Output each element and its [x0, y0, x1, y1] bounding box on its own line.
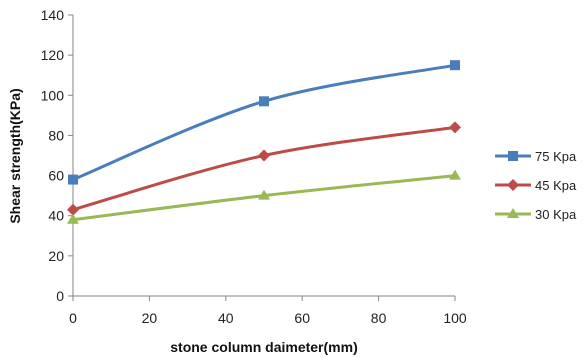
y-axis-title: Shear strength(KPa) [7, 88, 23, 223]
legend-item: 75 Kpa [495, 149, 577, 164]
y-ticks: 0 20 40 60 80 100 120 140 [41, 7, 73, 304]
data-point-marker [258, 149, 270, 162]
legend-item: 45 Kpa [495, 178, 577, 193]
data-point-marker [67, 203, 79, 216]
data-point-marker [258, 189, 270, 200]
y-tick-label: 0 [56, 288, 64, 304]
y-tick-label: 120 [41, 47, 65, 63]
y-tick-label: 80 [48, 127, 64, 143]
x-tick-label: 100 [443, 310, 467, 326]
legend-marker [508, 151, 518, 161]
data-point-marker [67, 213, 79, 224]
x-tick-label: 0 [69, 310, 77, 326]
data-point-marker [259, 96, 269, 107]
y-tick-label: 140 [41, 7, 65, 23]
series-markers [67, 60, 461, 224]
x-axis-title: stone column daimeter(mm) [170, 339, 357, 355]
data-point-marker [68, 174, 78, 185]
x-tick-label: 40 [218, 310, 234, 326]
legend-label: 30 Kpa [535, 207, 577, 222]
legend: 75 Kpa 45 Kpa 30 Kpa [495, 149, 577, 222]
data-point-marker [449, 169, 461, 180]
legend-marker [507, 208, 519, 218]
data-point-marker [449, 121, 461, 134]
y-tick-label: 20 [48, 248, 64, 264]
axes [72, 15, 455, 297]
x-tick-label: 20 [142, 310, 158, 326]
y-tick-label: 100 [41, 87, 65, 103]
y-tick-label: 40 [48, 208, 64, 224]
series-line-1 [71, 63, 457, 182]
legend-item: 30 Kpa [495, 207, 577, 222]
data-point-marker [450, 60, 460, 71]
legend-label: 75 Kpa [535, 149, 577, 164]
legend-marker [507, 179, 519, 191]
x-ticks: 0 20 40 60 80 100 [69, 296, 467, 326]
y-tick-label: 60 [48, 168, 64, 184]
x-tick-label: 80 [371, 310, 387, 326]
legend-label: 45 Kpa [535, 178, 577, 193]
x-tick-label: 60 [294, 310, 310, 326]
